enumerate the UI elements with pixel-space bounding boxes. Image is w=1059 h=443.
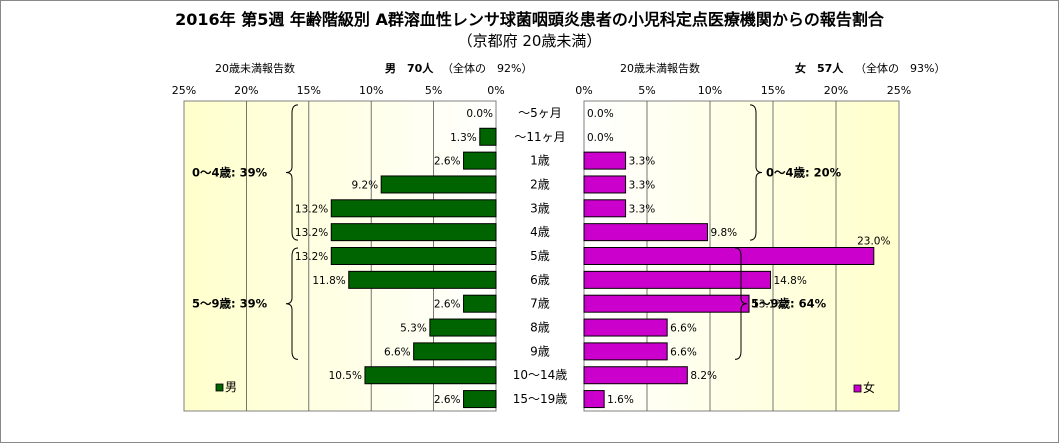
female-bar — [583, 151, 627, 170]
male-value-label: 0.0% — [466, 108, 493, 120]
female-bar — [583, 390, 605, 409]
category-label: 15～19歳 — [513, 392, 568, 406]
male-group-label: 5～9歳: 39% — [192, 297, 268, 311]
male-value-label: 2.6% — [434, 156, 461, 168]
female-bar — [583, 270, 771, 289]
male-value-label: 13.2% — [295, 203, 328, 215]
male-bar — [479, 127, 497, 146]
male-legend-swatch — [215, 383, 224, 392]
female-bar — [583, 223, 708, 242]
male-value-label: 13.2% — [295, 251, 328, 263]
male-value-label: 5.3% — [400, 323, 427, 335]
female-bar — [583, 199, 627, 218]
female-value-label: 3.3% — [629, 156, 656, 168]
female-group-label: 5～9歳: 64% — [751, 297, 827, 311]
male-tick-label: 10% — [359, 84, 383, 97]
male-bar — [330, 199, 497, 218]
male-header-count: 男 70人 — [385, 62, 434, 75]
female-value-label: 1.6% — [607, 394, 634, 406]
category-label: 1歳 — [530, 154, 550, 168]
female-value-label: 6.6% — [670, 346, 697, 358]
male-bar — [413, 342, 497, 361]
male-value-label: 9.2% — [351, 179, 378, 191]
female-bar — [583, 342, 668, 361]
category-label: 5歳 — [530, 249, 550, 263]
female-value-label: 14.8% — [773, 275, 806, 287]
category-label: 9歳 — [530, 344, 550, 358]
female-value-label: 23.0% — [857, 236, 890, 248]
male-tick-label: 5% — [425, 84, 442, 97]
male-value-label: 2.6% — [434, 394, 461, 406]
female-value-label: 9.8% — [710, 227, 737, 239]
category-label: 10～14歳 — [513, 368, 568, 382]
female-tick-label: 10% — [698, 84, 722, 97]
male-bar — [330, 247, 497, 265]
male-bar — [364, 366, 497, 385]
male-tick-label: 25% — [172, 84, 196, 97]
female-tick-label: 5% — [638, 84, 655, 97]
male-group-bracket — [285, 104, 299, 241]
male-bar — [463, 390, 497, 409]
female-legend-label: 女 — [863, 380, 875, 395]
male-value-label: 10.5% — [329, 370, 362, 382]
female-value-label: 3.3% — [629, 179, 656, 191]
male-legend-label: 男 — [225, 380, 237, 394]
category-label: 6歳 — [530, 273, 550, 287]
category-label: 7歳 — [530, 297, 550, 311]
male-value-label: 6.6% — [384, 346, 411, 358]
female-bar — [583, 318, 668, 337]
female-header-count: 女 57人 — [795, 62, 844, 75]
male-bar — [463, 294, 497, 313]
male-value-label: 1.3% — [450, 132, 477, 144]
male-tick-label: 20% — [234, 84, 258, 97]
chart-title: 2016年 第5週 年齢階級別 A群溶血性レンサ球菌咽頭炎患者の小児科定点医療機… — [175, 10, 884, 29]
category-label: ～11ヶ月 — [514, 130, 565, 144]
male-bar — [463, 151, 497, 170]
male-header-label: 20歳未満報告数 — [215, 62, 295, 75]
male-header-share: （全体の 92%） — [442, 62, 533, 75]
male-bar — [348, 270, 497, 289]
male-tick-label: 0% — [487, 84, 504, 97]
female-value-label: 6.6% — [670, 323, 697, 335]
male-bar — [380, 175, 497, 194]
female-value-label: 13.1% — [752, 299, 785, 311]
female-group-label: 0～4歳: 20% — [766, 166, 842, 180]
female-bar — [583, 366, 688, 385]
female-value-label: 3.3% — [629, 203, 656, 215]
category-label: ～5ヶ月 — [518, 106, 562, 120]
female-header-share: （全体の 93%） — [855, 62, 946, 75]
female-header-label: 20歳未満報告数 — [620, 62, 700, 75]
male-bar — [429, 318, 497, 337]
category-label: 3歳 — [530, 201, 550, 215]
female-value-label: 0.0% — [587, 108, 614, 120]
male-bar — [330, 223, 497, 242]
male-value-label: 13.2% — [295, 227, 328, 239]
female-bar — [583, 247, 875, 265]
female-group-bracket — [749, 104, 763, 241]
female-group-bracket — [734, 247, 748, 360]
male-value-label: 11.8% — [312, 275, 345, 287]
chart-subtitle: （京都府 20歳未満） — [457, 32, 602, 50]
female-value-label: 8.2% — [690, 370, 717, 382]
male-group-bracket — [285, 247, 299, 360]
category-label: 2歳 — [530, 177, 550, 191]
female-bar — [583, 294, 750, 313]
category-label: 4歳 — [530, 225, 550, 239]
female-value-label: 0.0% — [587, 132, 614, 144]
female-tick-label: 25% — [887, 84, 911, 97]
female-tick-label: 20% — [824, 84, 848, 97]
male-group-label: 0～4歳: 39% — [192, 166, 268, 180]
female-tick-label: 15% — [761, 84, 785, 97]
female-legend-swatch — [853, 384, 862, 393]
male-tick-label: 15% — [297, 84, 321, 97]
category-label: 8歳 — [530, 321, 550, 335]
female-tick-label: 0% — [575, 84, 592, 97]
female-bar — [583, 175, 627, 194]
male-value-label: 2.6% — [434, 299, 461, 311]
